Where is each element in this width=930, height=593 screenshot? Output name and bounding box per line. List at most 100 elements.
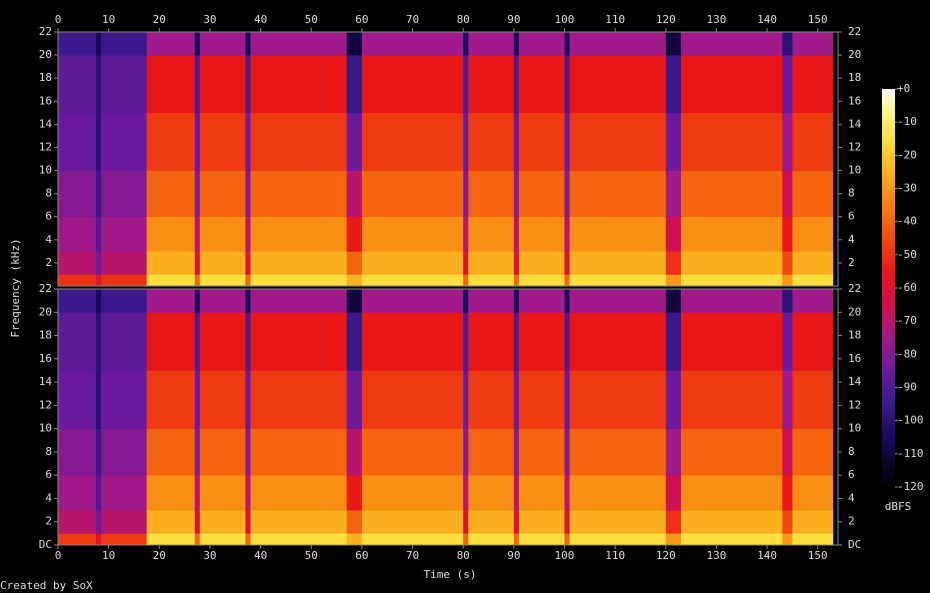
y-tick-label: 14 [39, 375, 53, 388]
spectrogram-cell [58, 216, 97, 252]
spectrogram-cell [468, 533, 515, 546]
spectrogram-cell [564, 55, 570, 114]
spectrogram-cell [250, 170, 348, 218]
spectrogram-cell [194, 289, 201, 313]
spectrogram-cell [58, 475, 97, 511]
spectrogram-cell [146, 170, 196, 218]
spectrogram-cell [361, 32, 464, 56]
spectrogram-cell [792, 533, 834, 546]
y-tick-label: 14 [848, 375, 862, 388]
spectrogram-cell [792, 112, 834, 171]
plot-frame [57, 31, 839, 287]
spectrogram-cell [58, 112, 97, 171]
spectrogram-cell [569, 274, 667, 287]
spectrogram-cell [564, 112, 570, 171]
spectrogram-cell [468, 289, 515, 313]
spectrogram-cell [361, 510, 464, 534]
spectrogram-cell [361, 428, 464, 476]
spectrogram-cell [194, 312, 201, 371]
spectrogram-cell [58, 370, 97, 429]
spectrogram-cell [250, 370, 348, 429]
spectrogram-cell [95, 216, 102, 252]
colorbar-tick-label: -30 [897, 182, 917, 195]
spectrogram-cell [569, 370, 667, 429]
spectrogram-cell [361, 170, 464, 218]
spectrogram-cell [782, 112, 793, 171]
spectrogram-cell [782, 370, 793, 429]
spectrogram-cell [346, 251, 363, 275]
x-tick-label: 50 [305, 13, 318, 26]
y-tick-label: 12 [848, 140, 861, 153]
spectrogram-cell [569, 32, 667, 56]
y-tick-label: 16 [39, 352, 52, 365]
x-tick-label: 90 [507, 549, 520, 562]
spectrogram-cell [95, 32, 102, 56]
spectrogram-cell [513, 32, 520, 56]
spectrogram-cell [513, 251, 520, 275]
spectrogram-cell [250, 533, 348, 546]
y-tick-label: DC [848, 538, 861, 551]
spectrogram-cell [463, 510, 469, 534]
spectrogram-cell [665, 112, 682, 171]
spectrogram-cell [564, 370, 570, 429]
spectrogram-cell [245, 312, 251, 371]
x-tick-label: 140 [757, 13, 777, 26]
spectrogram-cell [199, 475, 246, 511]
spectrogram-cell [463, 55, 469, 114]
spectrogram-cell [146, 216, 196, 252]
colorbar [882, 89, 895, 487]
spectrogram-cell [792, 289, 834, 313]
spectrogram-cell [146, 251, 196, 275]
x-tick-label: 70 [406, 13, 419, 26]
y-tick-label: 18 [848, 329, 861, 342]
spectrogram-cell [518, 370, 565, 429]
spectrogram-cell [199, 370, 246, 429]
spectrogram-cell [361, 216, 464, 252]
spectrogram-cell [361, 289, 464, 313]
y-tick-label: 2 [848, 256, 855, 269]
spectrogram-cell [513, 428, 520, 476]
x-tick-label: 100 [555, 549, 575, 562]
spectrogram-cell [101, 170, 147, 218]
spectrogram-cell [95, 251, 102, 275]
spectrogram-cell [245, 533, 251, 546]
spectrogram-cell [680, 170, 783, 218]
spectrogram-cell [468, 428, 515, 476]
x-tick-label: 80 [457, 549, 470, 562]
spectrogram-cell [782, 170, 793, 218]
x-tick-label: 110 [605, 549, 625, 562]
spectrogram-cell [513, 475, 520, 511]
x-tick-label: 0 [55, 13, 62, 26]
spectrogram-cell [245, 32, 251, 56]
spectrogram-cell [463, 112, 469, 171]
spectrogram-cell [245, 475, 251, 511]
x-tick-label: 130 [707, 13, 727, 26]
y-tick-label: 12 [848, 398, 861, 411]
y-tick-label: 10 [39, 164, 52, 177]
spectrogram-cell [564, 428, 570, 476]
spectrogram-cell [792, 510, 834, 534]
spectrogram-cell [250, 475, 348, 511]
spectrogram-cell [665, 251, 682, 275]
spectrogram-cell [665, 510, 682, 534]
spectrogram-cell [199, 55, 246, 114]
spectrogram-cell [95, 370, 102, 429]
spectrogram-cell [782, 312, 793, 371]
x-tick-label: 50 [305, 549, 318, 562]
spectrogram-cell [680, 370, 783, 429]
spectrogram-cell [245, 370, 251, 429]
y-tick-label: 8 [848, 445, 855, 458]
spectrogram-cell [194, 32, 201, 56]
spectrogram-cell [518, 533, 565, 546]
spectrogram-cell [58, 533, 97, 546]
spectrogram-cell [346, 370, 363, 429]
spectrogram-cell [245, 274, 251, 287]
spectrogram-cell [194, 370, 201, 429]
spectrogram-cell [101, 475, 147, 511]
spectrogram-cell [95, 312, 102, 371]
spectrogram-cell [199, 32, 246, 56]
spectrogram-cell [250, 216, 348, 252]
spectrogram-cell [146, 112, 196, 171]
spectrogram-cell [782, 216, 793, 252]
